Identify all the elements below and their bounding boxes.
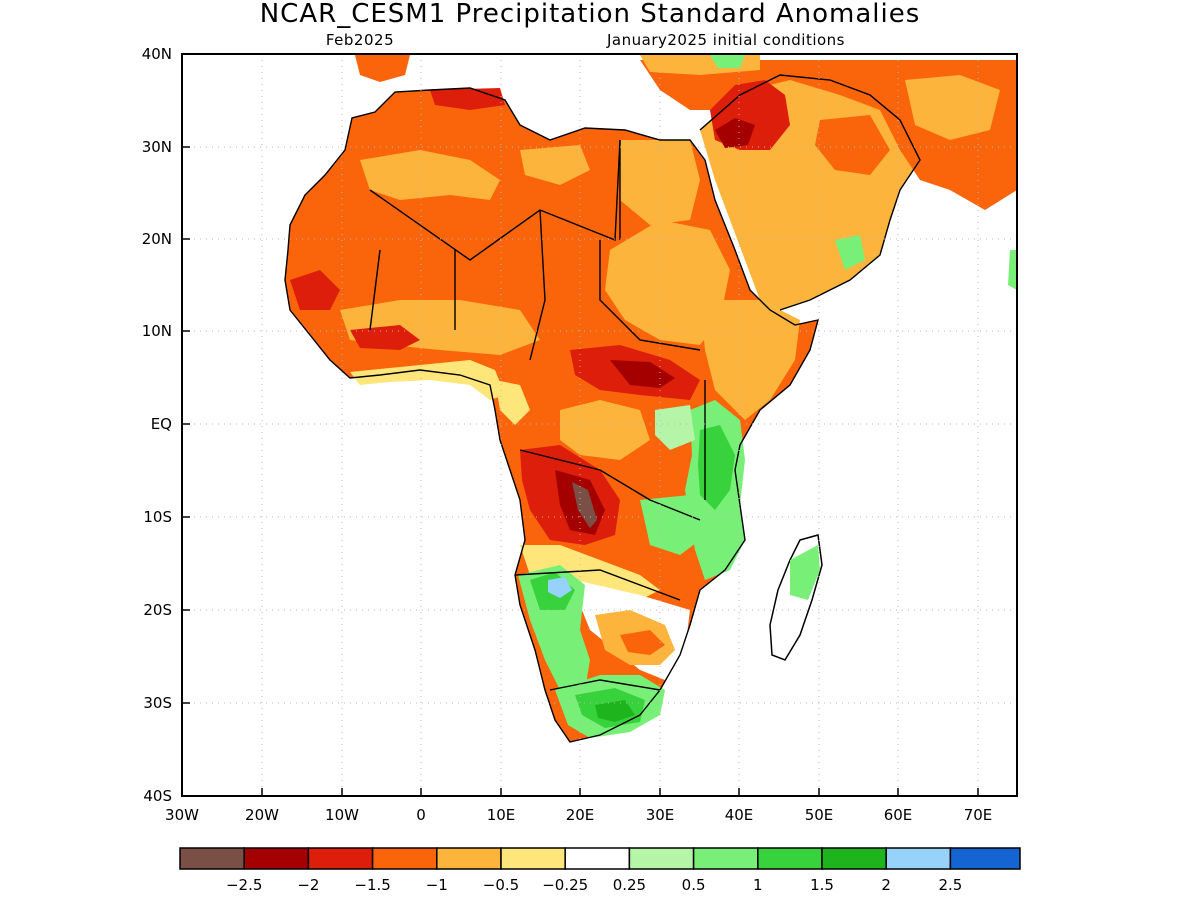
gridlines — [182, 54, 1017, 796]
sahara-light-region-2 — [520, 145, 590, 185]
lon-label: 20E — [566, 806, 595, 824]
congo-light-region — [560, 400, 650, 460]
latitude-labels: 40N 30N 20N 10N EQ 10S 20S 30S 40S — [142, 45, 172, 805]
sahara-light-region — [360, 150, 500, 200]
tanzania-green-patch — [640, 495, 700, 555]
country-borders — [284, 74, 921, 743]
zimbabwe-orange-patch — [620, 630, 665, 655]
lat-label: 30N — [142, 138, 172, 156]
lon-label: 10E — [487, 806, 516, 824]
lon-label: 60E — [884, 806, 913, 824]
map-panel: 40N 30N 20N 10N EQ 10S 20S 30S 40S 30W 2… — [142, 45, 1018, 824]
lat-label: 20N — [142, 230, 172, 248]
lat-label: 40N — [142, 45, 172, 63]
arabia-green-strip — [835, 235, 865, 270]
lon-label: 30E — [646, 806, 675, 824]
colorbar-label: 2 — [881, 876, 891, 894]
iran-light-patch — [905, 75, 1000, 140]
angola-light-blue-spot — [548, 577, 572, 598]
colorbar-swatch — [500, 847, 566, 870]
colorbar-swatch — [757, 847, 823, 870]
lon-label: 50E — [805, 806, 834, 824]
lat-label: EQ — [151, 415, 172, 433]
southern-africa-yellow-region — [520, 545, 660, 600]
colorbar-label: −0.25 — [542, 876, 588, 894]
tick-marks — [182, 53, 979, 797]
car-dark-red-patch — [610, 360, 675, 388]
colorbar-swatch — [885, 847, 952, 870]
lon-label: 20W — [245, 806, 279, 824]
nigeria-red-band — [350, 325, 420, 350]
colorbar-label: −1 — [426, 876, 448, 894]
colorbar-label: 2.5 — [938, 876, 962, 894]
colorbar-label: 0.25 — [613, 876, 646, 894]
colorbar-swatch — [179, 847, 245, 870]
sudan-light-region — [605, 220, 730, 345]
map-title: NCAR_CESM1 Precipitation Standard Anomal… — [260, 0, 921, 29]
lon-label: 40E — [725, 806, 754, 824]
west-africa-red-patch — [290, 270, 340, 310]
colorbar-label: −2 — [297, 876, 319, 894]
gulf-yellow-band — [495, 380, 530, 425]
india-green-edge — [1008, 250, 1017, 290]
colorbar-swatch — [949, 847, 1021, 870]
iraq-darker-red-patch — [715, 118, 755, 148]
coastal-yellow-band — [350, 360, 505, 400]
colorbar-label: 0.5 — [682, 876, 706, 894]
lon-label: 30W — [165, 806, 199, 824]
lake-region-light-green — [655, 405, 695, 450]
lat-label: 40S — [143, 787, 172, 805]
colorbar-label: −0.5 — [483, 876, 519, 894]
valid-month-label: Feb2025 — [326, 31, 394, 49]
lat-label: 30S — [143, 694, 172, 712]
colorbar-swatch — [243, 847, 310, 870]
lat-label: 10N — [142, 322, 172, 340]
europe-green-spot — [710, 55, 745, 68]
colorbar-swatch — [821, 847, 887, 870]
lat-label: 10S — [143, 508, 172, 526]
colorbar-swatch — [564, 847, 631, 870]
colorbar-label: −1.5 — [354, 876, 390, 894]
longitude-labels: 30W 20W 10W 0 10E 20E 30E 40E 50E 60E 70… — [165, 806, 992, 824]
east-africa-mid-green-patch — [698, 425, 735, 510]
lon-label: 10W — [325, 806, 359, 824]
lon-label: 0 — [416, 806, 426, 824]
iberia-landmass — [355, 55, 410, 82]
colorbar-label: −2.5 — [226, 876, 262, 894]
egypt-light-region — [620, 140, 700, 225]
ethiopia-light-region — [700, 300, 800, 420]
lon-label: 70E — [964, 806, 993, 824]
madagascar-green-patch — [790, 545, 820, 600]
colorbar-swatch — [692, 847, 759, 870]
colorbar-label: 1 — [753, 876, 763, 894]
colorbar-swatch — [628, 847, 695, 870]
colorbar: −2.5 −2 −1.5 −1 −0.5 −0.25 0.25 0.5 1 1.… — [179, 847, 1021, 894]
map-frame — [181, 53, 1018, 797]
south-africa-dark-green-patch — [595, 700, 635, 722]
colorbar-swatch — [371, 847, 438, 870]
colorbar-swatch — [436, 847, 502, 870]
arabia-orange-patch — [815, 115, 890, 175]
colorbar-label: 1.5 — [810, 876, 834, 894]
lat-label: 20S — [143, 601, 172, 619]
colorbar-swatch — [307, 847, 374, 870]
init-conditions-label: January2025 initial conditions — [606, 31, 845, 49]
